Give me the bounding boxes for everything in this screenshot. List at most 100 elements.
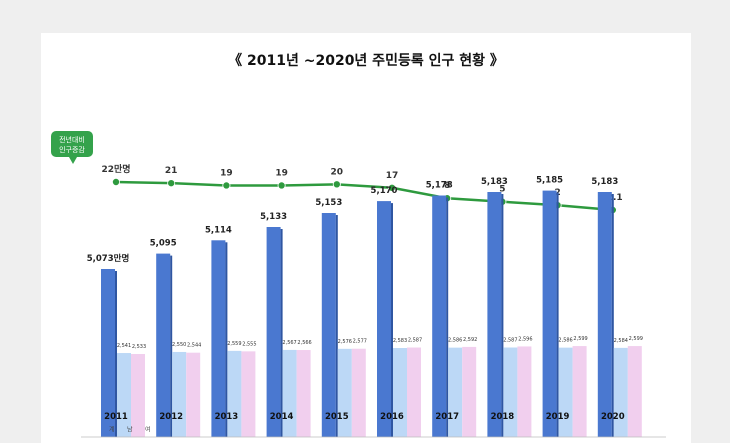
bar-female — [407, 347, 421, 437]
bar-female-label: 2,566 — [297, 340, 311, 346]
x-tick-label: 2013 — [215, 412, 239, 422]
bar-female-label: 2,587 — [408, 338, 422, 344]
bar-total — [156, 253, 171, 437]
growth-point — [222, 181, 231, 190]
bar-total-label: 5,153 — [315, 198, 342, 208]
bar-female — [186, 352, 201, 437]
bar-female — [296, 350, 311, 437]
bar-female — [462, 346, 477, 437]
bar-total-shade — [280, 229, 283, 437]
x-axis: 2011 2012 2013 2014 2015 2016 2017 2018 2019 2020 — [81, 412, 666, 438]
legend-label: 여 — [145, 426, 151, 434]
legend-swatch — [121, 427, 125, 431]
x-tick-label: 2016 — [380, 412, 404, 422]
bar-female — [517, 346, 532, 437]
bar-male-label: 2,587 — [503, 338, 517, 344]
bar-female — [351, 348, 366, 437]
bar-total-label: 5,114 — [205, 225, 232, 235]
bar-female — [572, 346, 587, 437]
bar-total-shade — [391, 203, 393, 437]
bar-female-label: 2,533 — [132, 344, 146, 350]
legend-label: 남 — [127, 426, 133, 434]
bar-total-label: 5,178 — [426, 181, 453, 191]
x-tick-label: 2018 — [491, 412, 515, 422]
growth-point — [112, 177, 121, 186]
growth-point — [167, 179, 176, 188]
badge-box — [51, 131, 93, 157]
legend-swatch — [139, 427, 143, 431]
bar-total — [542, 190, 557, 437]
bar-total-shade — [556, 192, 559, 437]
bar-male-label: 2,576 — [338, 339, 352, 345]
bar-male — [558, 347, 573, 437]
bar-total-label: 5,073만명 — [87, 253, 130, 264]
growth-label: 19 — [220, 168, 233, 178]
bar-total-label: 5,095 — [150, 239, 177, 249]
x-tick-label: 2012 — [159, 412, 183, 422]
growth-label: 19 — [275, 168, 288, 178]
growth-point — [277, 181, 286, 190]
legend-label: 계 — [109, 426, 115, 434]
bar-series: 5,073만명 2,541 2,533 5,095 2,550 2,544 5,114 2,5… — [87, 176, 643, 437]
bar-male-label: 2,550 — [172, 342, 186, 348]
bar-total-shade — [115, 271, 117, 437]
bar-male — [172, 351, 187, 437]
badge-label: 전년대비 — [59, 135, 85, 144]
bar-total — [101, 269, 115, 437]
bar-total — [432, 195, 447, 437]
bar-total — [487, 192, 502, 437]
bar-male-label: 2,586 — [448, 338, 462, 344]
bar-male-label: 2,567 — [282, 340, 296, 346]
chart-title: 《 2011년 ~2020년 주민등록 인구 현황 》 — [228, 52, 504, 69]
bar-total — [321, 213, 336, 437]
bar-total-label: 5,183 — [591, 177, 618, 187]
bar-total-shade — [170, 255, 173, 437]
bar-female-label: 2,599 — [573, 336, 587, 342]
bar-total-shade — [335, 215, 338, 437]
bar-male — [337, 348, 352, 437]
legend-swatch — [103, 427, 107, 431]
bar-female — [241, 351, 256, 437]
growth-point — [332, 180, 341, 189]
bar-total-shade — [611, 194, 614, 437]
x-tick-label: 2019 — [546, 412, 570, 422]
bar-female-label: 2,599 — [629, 336, 643, 342]
bar-male-label: 2,541 — [117, 343, 131, 349]
bar-male — [227, 350, 242, 437]
growth-label: 22만명 — [101, 163, 130, 175]
growth-label: 8 — [444, 181, 450, 191]
bar-total-label: 5,185 — [536, 176, 563, 186]
growth-label: 5 — [499, 185, 505, 195]
badge-label: 인구증감 — [59, 145, 85, 154]
bar-total-label: 5,133 — [260, 212, 287, 222]
bar-male — [282, 349, 297, 437]
bar-male-label: 2,586 — [558, 338, 572, 344]
badge-pointer — [69, 157, 77, 164]
growth-point — [387, 183, 396, 192]
bar-female-label: 2,596 — [518, 336, 532, 342]
x-tick-label: 2015 — [325, 412, 349, 422]
x-tick-label: 2020 — [601, 412, 625, 422]
bar-male — [393, 348, 407, 437]
bar-total — [597, 192, 612, 437]
bar-total-label: 5,170 — [371, 186, 398, 196]
bar-total — [266, 227, 281, 437]
x-tick-label: 2011 — [104, 412, 128, 422]
bar-total-shade — [501, 194, 504, 437]
bar-total — [211, 240, 226, 437]
growth-label: 17 — [386, 171, 399, 181]
bar-total-shade — [225, 242, 228, 437]
bar-male-label: 2,583 — [393, 338, 407, 344]
x-tick-label: 2017 — [435, 412, 459, 422]
growth-label: 20 — [331, 167, 344, 177]
bar-male — [117, 353, 131, 437]
bar-female-label: 2,577 — [353, 339, 367, 345]
bar-female-label: 2,555 — [242, 341, 256, 347]
bar-female-label: 2,592 — [463, 337, 477, 343]
bar-total — [377, 201, 391, 437]
growth-line-path — [115, 180, 613, 212]
bar-male-label: 2,584 — [614, 338, 628, 344]
bar-male — [613, 347, 628, 437]
x-tick-label: 2014 — [270, 412, 294, 422]
